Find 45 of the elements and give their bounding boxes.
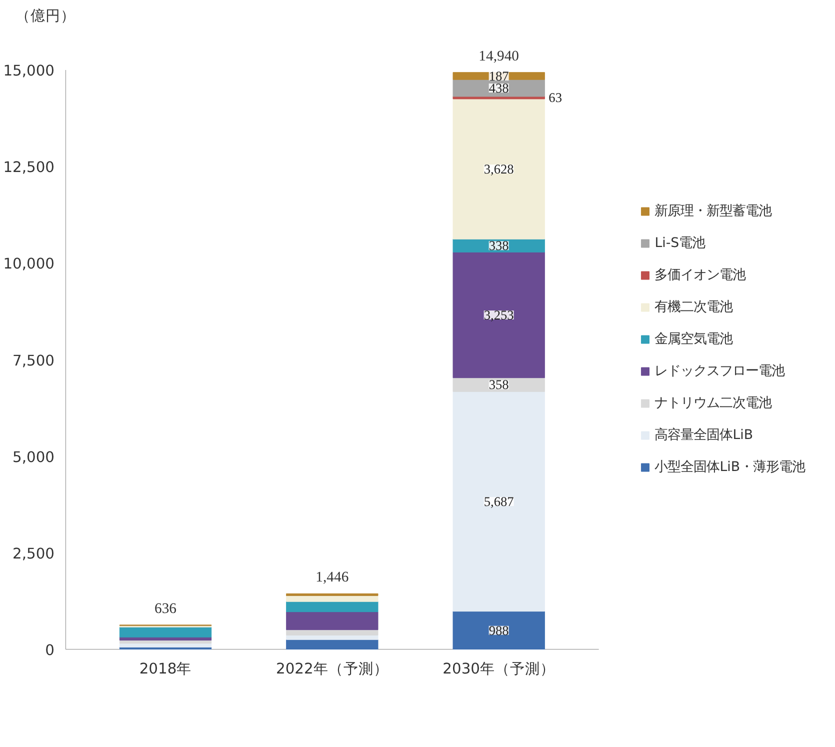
data-label: 358 (488, 377, 510, 392)
y-tick-label: 10,000 (3, 256, 55, 273)
legend-label: レドックスフロー電池 (654, 362, 785, 380)
bar (286, 634, 378, 640)
legend-label: 有機二次電池 (654, 298, 733, 316)
x-tick-label: 2030年（予測） (442, 660, 555, 678)
legend-label: 多価イオン電池 (654, 266, 746, 284)
bar (452, 391, 545, 612)
data-label: 3,628 (484, 162, 514, 177)
y-axis-title: （億円） (16, 8, 76, 24)
bar (286, 639, 378, 650)
data-label: 5,687 (484, 494, 514, 509)
data-label: 988 (488, 622, 510, 638)
data-label: 3,253 (484, 307, 514, 322)
x-tick-label: 2022年（予測） (276, 660, 388, 678)
bar (452, 79, 545, 97)
total-label: 14,940 (478, 48, 519, 64)
legend-label: 新原理・新型蓄電池 (654, 202, 772, 220)
x-tick-label: 2018年 (139, 660, 192, 678)
legend-label: ナトリウム二次電池 (654, 394, 772, 412)
legend-label: 小型全固体LiB・薄形電池 (654, 458, 805, 476)
y-tick-label: 0 (45, 642, 55, 659)
total-label: 1,446 (316, 570, 349, 586)
y-tick-label: 2,500 (12, 545, 55, 562)
legend-label: Li-S電池 (654, 234, 706, 252)
data-label: 63 (548, 90, 562, 106)
bar (286, 601, 378, 612)
y-tick-label: 12,500 (3, 159, 55, 176)
legend-label: 金属空気電池 (654, 330, 733, 348)
y-tick-label: 5,000 (12, 448, 55, 466)
bar (119, 626, 212, 638)
bar (452, 252, 545, 378)
data-label: 438 (488, 80, 510, 96)
legend-label: 高容量全固体LiB (654, 426, 753, 444)
bar (286, 630, 378, 636)
bar (286, 595, 378, 602)
bar (286, 612, 378, 630)
total-label: 636 (154, 600, 176, 617)
data-label: 338 (488, 238, 510, 254)
bar (119, 643, 212, 648)
y-tick-label: 7,500 (12, 352, 55, 370)
data-label: 187 (488, 68, 510, 84)
bar (452, 98, 545, 240)
bar (452, 611, 545, 650)
y-tick-label: 15,000 (3, 62, 55, 80)
